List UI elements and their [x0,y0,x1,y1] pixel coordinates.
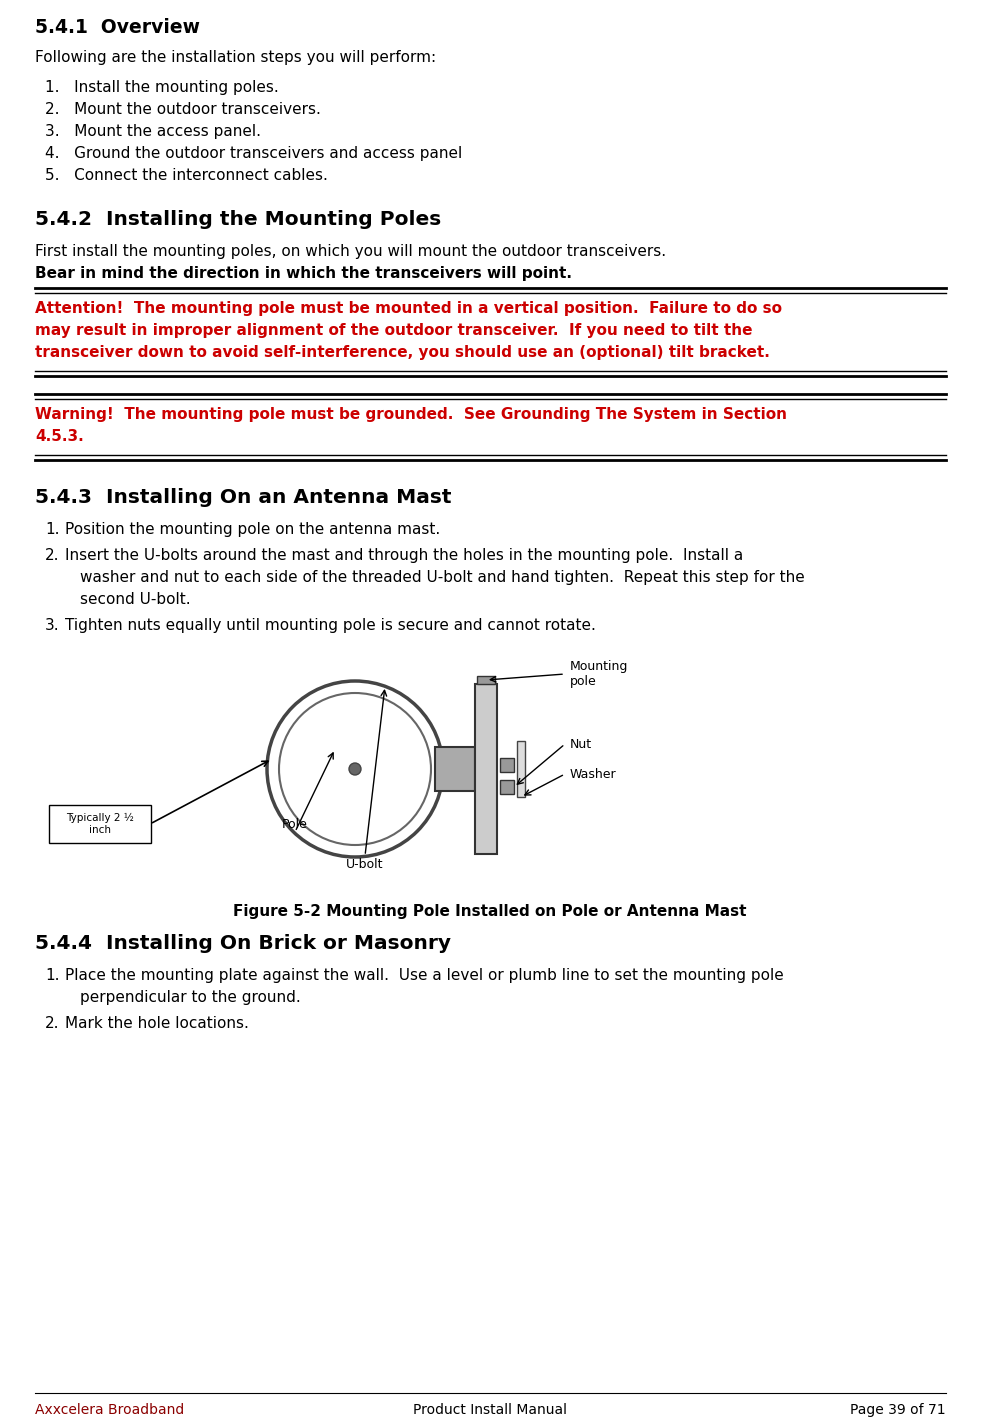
Text: Attention!  The mounting pole must be mounted in a vertical position.  Failure t: Attention! The mounting pole must be mou… [35,301,782,316]
Text: Typically 2 ½
inch: Typically 2 ½ inch [66,813,134,834]
Bar [475,684,497,854]
Text: Product Install Manual: Product Install Manual [413,1403,567,1418]
Text: U-bolt: U-bolt [346,857,384,870]
Text: perpendicular to the ground.: perpendicular to the ground. [80,990,301,1005]
Circle shape [349,763,361,775]
Text: Insert the U-bolts around the mast and through the holes in the mounting pole.  : Insert the U-bolts around the mast and t… [65,548,744,563]
Text: Mounting
pole: Mounting pole [570,660,629,688]
Text: Position the mounting pole on the antenna mast.: Position the mounting pole on the antenn… [65,522,440,536]
Text: transceiver down to avoid self-interference, you should use an (optional) tilt b: transceiver down to avoid self-interfere… [35,345,770,360]
Bar [500,758,514,772]
Text: 2.: 2. [45,548,60,563]
Text: First install the mounting poles, on which you will mount the outdoor transceive: First install the mounting poles, on whi… [35,244,666,260]
Text: Washer: Washer [570,768,617,780]
Text: second U-bolt.: second U-bolt. [80,592,190,607]
Text: Warning!  The mounting pole must be grounded.  See Grounding The System in Secti: Warning! The mounting pole must be groun… [35,407,787,421]
Text: may result in improper alignment of the outdoor transceiver.  If you need to til: may result in improper alignment of the … [35,324,752,338]
Text: 5.4.3  Installing On an Antenna Mast: 5.4.3 Installing On an Antenna Mast [35,488,451,507]
Text: Pole: Pole [283,817,308,830]
Text: Figure 5-2 Mounting Pole Installed on Pole or Antenna Mast: Figure 5-2 Mounting Pole Installed on Po… [233,904,747,920]
Text: 1.: 1. [45,522,60,536]
Bar [477,675,495,684]
Text: Tighten nuts equally until mounting pole is secure and cannot rotate.: Tighten nuts equally until mounting pole… [65,619,595,633]
Text: Following are the installation steps you will perform:: Following are the installation steps you… [35,50,437,65]
Bar [517,741,525,797]
Text: 2.   Mount the outdoor transceivers.: 2. Mount the outdoor transceivers. [45,102,321,116]
Text: 3.   Mount the access panel.: 3. Mount the access panel. [45,123,261,139]
Text: 1.: 1. [45,968,60,983]
Text: Mark the hole locations.: Mark the hole locations. [65,1016,249,1032]
Text: 5.4.4  Installing On Brick or Masonry: 5.4.4 Installing On Brick or Masonry [35,934,451,954]
Text: washer and nut to each side of the threaded U-bolt and hand tighten.  Repeat thi: washer and nut to each side of the threa… [80,570,804,585]
Text: 4.5.3.: 4.5.3. [35,429,83,444]
Text: 1.   Install the mounting poles.: 1. Install the mounting poles. [45,79,279,95]
Text: 4.   Ground the outdoor transceivers and access panel: 4. Ground the outdoor transceivers and a… [45,146,462,160]
Text: 3.: 3. [45,619,60,633]
Bar [435,746,475,790]
Text: 5.4.2  Installing the Mounting Poles: 5.4.2 Installing the Mounting Poles [35,210,441,228]
Text: Nut: Nut [570,738,593,751]
Text: 2.: 2. [45,1016,60,1032]
Text: 5.4.1  Overview: 5.4.1 Overview [35,18,200,37]
Text: Page 39 of 71: Page 39 of 71 [851,1403,946,1418]
Text: 5.   Connect the interconnect cables.: 5. Connect the interconnect cables. [45,167,328,183]
Bar [500,780,514,795]
FancyBboxPatch shape [49,805,151,843]
Text: Place the mounting plate against the wall.  Use a level or plumb line to set the: Place the mounting plate against the wal… [65,968,784,983]
Text: Axxcelera Broadband: Axxcelera Broadband [35,1403,184,1418]
Text: Bear in mind the direction in which the transceivers will point.: Bear in mind the direction in which the … [35,265,572,281]
